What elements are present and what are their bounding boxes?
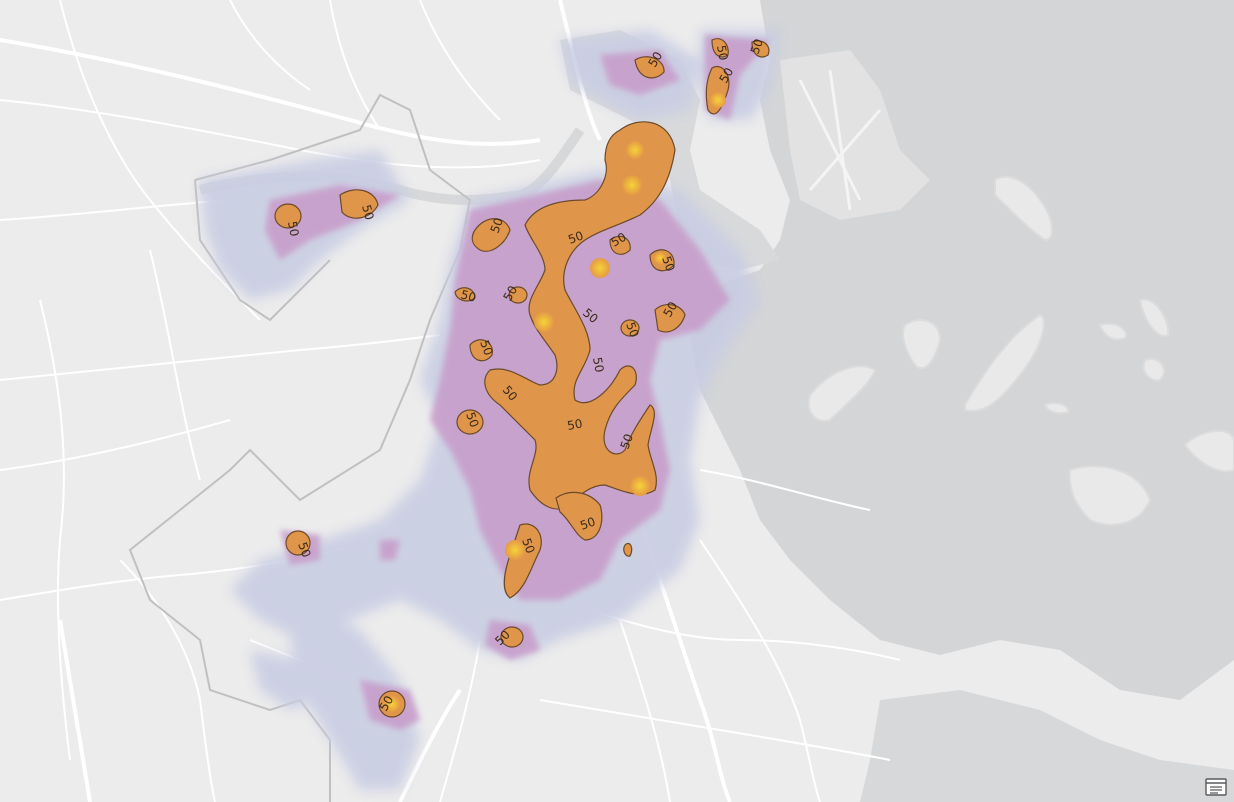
contour-label: 50 — [578, 514, 597, 532]
city-boundary — [128, 93, 472, 802]
density-peaks — [384, 92, 726, 712]
harbor-islands — [807, 175, 1234, 526]
contour-label: 50 — [659, 254, 677, 273]
legend-icon — [1205, 778, 1227, 796]
airport-runways — [798, 69, 882, 211]
contour-label: 50 — [660, 299, 680, 319]
legend-button[interactable] — [1204, 776, 1228, 798]
airport-area — [780, 50, 930, 220]
contour-label: 50 — [566, 417, 583, 433]
contour-label: 50 — [645, 49, 665, 69]
contour-label: 50 — [295, 540, 313, 559]
contour-label: 50 — [500, 283, 520, 303]
contour-label: 50 — [590, 356, 606, 373]
contour-label: 50 — [359, 203, 376, 221]
south-bay-water — [860, 690, 1234, 802]
road-network — [0, 0, 901, 802]
contour-label: 50 — [748, 37, 766, 56]
contour-label: 50 — [714, 44, 730, 61]
contour-label: 50 — [477, 338, 495, 357]
contour-label: 50 — [609, 230, 629, 250]
contour-label: 50 — [376, 693, 396, 713]
contour-label: 50 — [519, 536, 537, 555]
contour-label: 50 — [488, 216, 506, 235]
contour-label: 50 — [623, 320, 641, 339]
contour-label: 50 — [716, 65, 736, 85]
contour-label: 50 — [459, 287, 477, 304]
contour-label: 50 — [566, 228, 585, 246]
contour-label: 50 — [285, 220, 301, 237]
contour-label: 50 — [618, 432, 636, 451]
contour-label: 50 — [463, 410, 481, 429]
